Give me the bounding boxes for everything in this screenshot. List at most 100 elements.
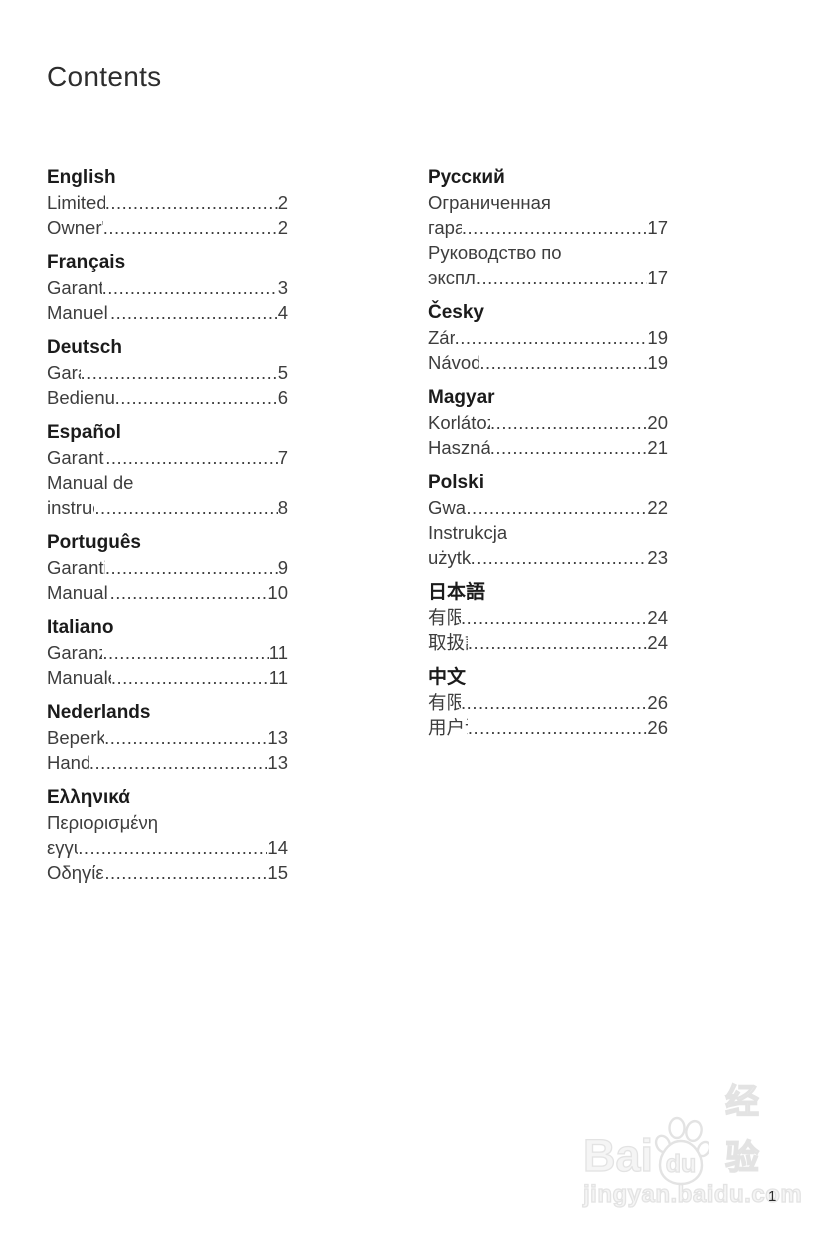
toc-entry-page: 24 [647, 607, 668, 628]
toc-entry-label: Ограниченная [428, 192, 551, 213]
toc-entry-label: 取扱説明書 [428, 632, 468, 653]
toc-entry-label: Návod k použití [428, 352, 480, 373]
dot-leader [110, 300, 278, 325]
toc-entry: 有限保証 24 [428, 605, 668, 630]
toc-entry-label: 有限担保 [428, 692, 462, 713]
toc-entry: эксплуатации 17 [428, 265, 668, 290]
dot-leader [105, 190, 278, 215]
dot-leader [468, 715, 648, 740]
baidu-logo-text: Bai [582, 1129, 654, 1181]
dot-leader [105, 555, 278, 580]
language-heading: Español [47, 422, 121, 443]
toc-entry-label: Garantia limitada [47, 557, 105, 578]
toc-entry-page: 4 [277, 302, 288, 323]
toc-section: Deutsch Garantie 5 Bedienungsanleitung 6 [47, 335, 288, 410]
toc-entry-label: Manual do utilizador [47, 582, 110, 603]
toc-entry-label: Limited Warranty [47, 192, 105, 213]
toc-entry: Garantie limitée 3 [47, 275, 288, 300]
toc-entry-label: Instrukcja [428, 522, 508, 543]
dot-leader [455, 325, 648, 350]
toc-entry-label: 有限保証 [428, 607, 462, 628]
toc-entry: Περιορισμένη [47, 810, 288, 835]
baidu-logo-du-text: du [665, 1149, 697, 1178]
dot-leader [94, 495, 277, 520]
toc-entry-label: Garanzia limitata [47, 642, 102, 663]
toc-entry-label: εγγύηση [47, 837, 78, 858]
baidu-jingyan-watermark: Bai du 经验 jingyan.baidu.com [582, 1082, 803, 1209]
toc-entry-page: 2 [277, 217, 288, 238]
toc-entry: Limited Warranty 2 [47, 190, 288, 215]
toc-entry-label: Használati útmutató [428, 437, 490, 458]
dot-leader [105, 445, 277, 470]
toc-section: NederlandsBeperkte garantie13Handleiding… [47, 700, 288, 775]
toc-entry-label: Οδηγίες Χρήσεως [47, 862, 104, 883]
toc-entry: instrucciones 8 [47, 495, 288, 520]
watermark-logo: Bai du 经验 [582, 1082, 775, 1186]
dot-leader [104, 860, 267, 885]
toc-entry: Záruka 19 [428, 325, 668, 350]
toc-entry-page: 13 [267, 752, 288, 773]
toc-entry: Owner's Manual 2 [47, 215, 288, 240]
language-heading: Ελληνικά [47, 787, 130, 808]
dot-leader [104, 725, 267, 750]
toc-entry: Manuale di istruzioni 11 [47, 665, 288, 690]
toc-entry-page: 20 [647, 412, 668, 433]
toc-entry: Gwarancja 22 [428, 495, 668, 520]
toc-entry-page: 8 [277, 497, 288, 518]
toc-entry-page: 9 [277, 557, 288, 578]
toc-entry-page: 23 [647, 547, 668, 568]
toc-entry: Beperkte garantie 13 [47, 725, 288, 750]
toc-entry-label: Garantía limitada [47, 447, 105, 468]
dot-leader [111, 665, 269, 690]
toc-section: 中文有限担保 26 用户说明书 26 [428, 665, 668, 740]
toc-entry: Garantie 5 [47, 360, 288, 385]
toc-entry: 有限担保 26 [428, 690, 668, 715]
toc-entry-page: 26 [647, 717, 668, 738]
toc-entry-label: Manuel d'utilisation [47, 302, 110, 323]
toc-entry-label: гарантия [428, 217, 462, 238]
toc-entry-label: Korlátozott garancia [428, 412, 490, 433]
toc-entry-label: Manuale di istruzioni [47, 667, 111, 688]
toc-entry-label: Manual de [47, 472, 134, 493]
toc-entry: Instrukcja [428, 520, 668, 545]
toc-entry-page: 7 [277, 447, 288, 468]
toc-section: English Limited Warranty 2 Owner's Manual 2 [47, 165, 288, 240]
toc-entry: Garantia limitada 9 [47, 555, 288, 580]
dot-leader [468, 630, 648, 655]
toc-entry: εγγύηση 14 [47, 835, 288, 860]
toc-section: 日本語有限保証 24 取扱説明書 24 [428, 580, 668, 655]
toc-column-left: English Limited Warranty 2 Owner's Manual 2 F… [47, 165, 288, 885]
toc-section: ItalianoGaranzia limitata11Manuale di is… [47, 615, 288, 690]
dot-leader [461, 690, 647, 715]
language-heading: Česky [428, 302, 484, 323]
toc-entry-label: instrucciones [47, 497, 94, 518]
toc-section: Polski Gwarancja 22 Instrukcja użytkownika 23 [428, 470, 668, 570]
dot-leader [466, 495, 647, 520]
toc-entry-label: Garantie [47, 362, 81, 383]
toc-entry: Garanzia limitata 11 [47, 640, 288, 665]
toc-entry: 用户说明书 26 [428, 715, 668, 740]
toc-entry: 取扱説明書 24 [428, 630, 668, 655]
toc-entry-label: эксплуатации [428, 267, 476, 288]
toc-entry-label: Руководство по [428, 242, 562, 263]
toc-section: FrançaisGarantie limitée3Manuel d'utilis… [47, 250, 288, 325]
toc-entry-page: 15 [267, 862, 288, 883]
toc-entry-label: 用户说明书 [428, 717, 468, 738]
toc-entry-label: Garantie limitée [47, 277, 102, 298]
watermark-url-text: jingyan.baidu.com [582, 1180, 803, 1208]
language-heading: Português [47, 532, 141, 553]
language-heading: Français [47, 252, 126, 273]
dot-leader [490, 410, 647, 435]
toc-section: MagyarKorlátozott garancia20Használati ú… [428, 385, 668, 460]
toc-entry-page: 11 [268, 642, 288, 663]
toc-entry: Manual do utilizador 10 [47, 580, 288, 605]
toc-entry: użytkownika 23 [428, 545, 668, 570]
toc-entry-label: Gwarancja [428, 497, 467, 518]
toc-entry-label: Περιορισμένη [47, 812, 159, 833]
dot-leader [462, 215, 648, 240]
dot-leader [81, 360, 278, 385]
dot-leader [89, 750, 268, 775]
toc-entry: Manuel d'utilisation 4 [47, 300, 288, 325]
dot-leader [103, 215, 278, 240]
toc-entry: Használati útmutató 21 [428, 435, 668, 460]
